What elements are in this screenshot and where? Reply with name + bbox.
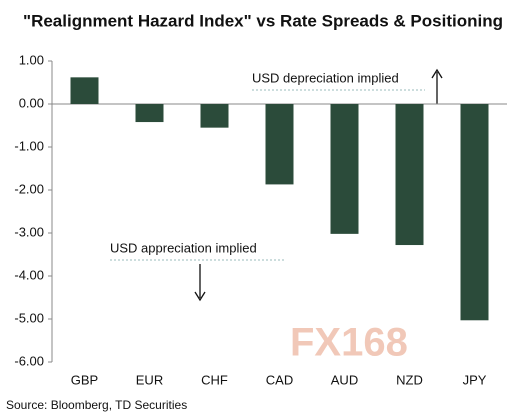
y-tick-label: -6.00	[14, 353, 44, 368]
y-tick-label: -1.00	[14, 138, 44, 153]
x-tick-label: JPY	[463, 372, 487, 387]
y-tick-label: -2.00	[14, 181, 44, 196]
bar	[70, 77, 99, 104]
bar	[200, 104, 229, 128]
y-tick-label: 0.00	[19, 95, 44, 110]
bar	[330, 104, 359, 234]
arrow-head	[431, 68, 443, 79]
y-tick-label: 1.00	[19, 52, 44, 67]
arrow-head	[194, 291, 206, 302]
y-tick-label: -4.00	[14, 267, 44, 282]
watermark: FX168	[290, 321, 408, 365]
source: Source: Bloomberg, TD Securities	[6, 398, 187, 412]
x-tick-label: EUR	[136, 372, 163, 387]
chart-title: "Realignment Hazard Index" vs Rate Sprea…	[23, 11, 503, 30]
bar	[460, 104, 489, 321]
bar	[395, 104, 424, 246]
annotation: USD depreciation implied	[252, 70, 399, 85]
bar	[135, 104, 164, 123]
annotation: USD appreciation implied	[110, 240, 257, 255]
bar	[265, 104, 294, 185]
x-tick-label: CAD	[266, 372, 293, 387]
y-tick-label: -5.00	[14, 310, 44, 325]
x-tick-label: AUD	[331, 372, 358, 387]
x-tick-label: CHF	[201, 372, 228, 387]
x-tick-label: NZD	[396, 372, 423, 387]
y-tick-label: -3.00	[14, 224, 44, 239]
x-tick-label: GBP	[71, 372, 98, 387]
